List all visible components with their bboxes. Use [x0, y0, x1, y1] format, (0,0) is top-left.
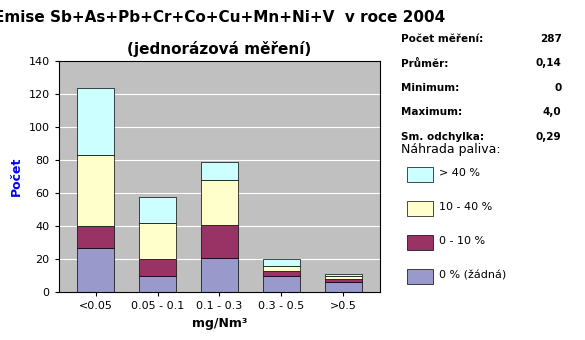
Text: 0 % (žádná): 0 % (žádná) — [439, 270, 506, 280]
Text: Náhrada paliva:: Náhrada paliva: — [401, 143, 500, 156]
Text: Minimum:: Minimum: — [401, 83, 459, 93]
Bar — [325, 276, 362, 279]
Bar — [77, 155, 114, 226]
Bar — [201, 225, 238, 258]
Text: (jednorázová měření): (jednorázová měření) — [128, 41, 311, 57]
Bar — [201, 180, 238, 225]
X-axis label: mg/Nm³: mg/Nm³ — [192, 317, 247, 330]
Text: Sm. odchylka:: Sm. odchylka: — [401, 132, 484, 142]
Text: Průměr:: Průměr: — [401, 58, 448, 69]
Text: 0,29: 0,29 — [536, 132, 562, 142]
Bar — [139, 259, 176, 276]
Bar — [139, 276, 176, 292]
Bar — [139, 223, 176, 259]
Bar — [263, 276, 300, 292]
Bar — [77, 226, 114, 248]
Text: > 40 %: > 40 % — [439, 168, 480, 179]
Bar — [77, 248, 114, 292]
Text: Maximum:: Maximum: — [401, 107, 462, 117]
Bar — [263, 271, 300, 276]
Bar — [77, 88, 114, 155]
Text: 287: 287 — [540, 34, 562, 44]
Text: 0,14: 0,14 — [536, 58, 562, 68]
Bar — [325, 279, 362, 283]
Bar — [325, 274, 362, 276]
Bar — [201, 258, 238, 292]
Y-axis label: Počet: Počet — [10, 157, 23, 197]
Text: Počet měření:: Počet měření: — [401, 34, 483, 44]
Text: 0 - 10 %: 0 - 10 % — [439, 236, 485, 246]
Bar — [325, 283, 362, 292]
Bar — [201, 162, 238, 180]
Text: Emise Sb+As+Pb+Cr+Co+Cu+Mn+Ni+V  v roce 2004: Emise Sb+As+Pb+Cr+Co+Cu+Mn+Ni+V v roce 2… — [0, 10, 445, 25]
Text: 10 - 40 %: 10 - 40 % — [439, 202, 492, 212]
Text: 4,0: 4,0 — [543, 107, 562, 117]
Bar — [263, 266, 300, 271]
Text: 0: 0 — [555, 83, 562, 93]
Bar — [139, 197, 176, 223]
Bar — [263, 259, 300, 266]
